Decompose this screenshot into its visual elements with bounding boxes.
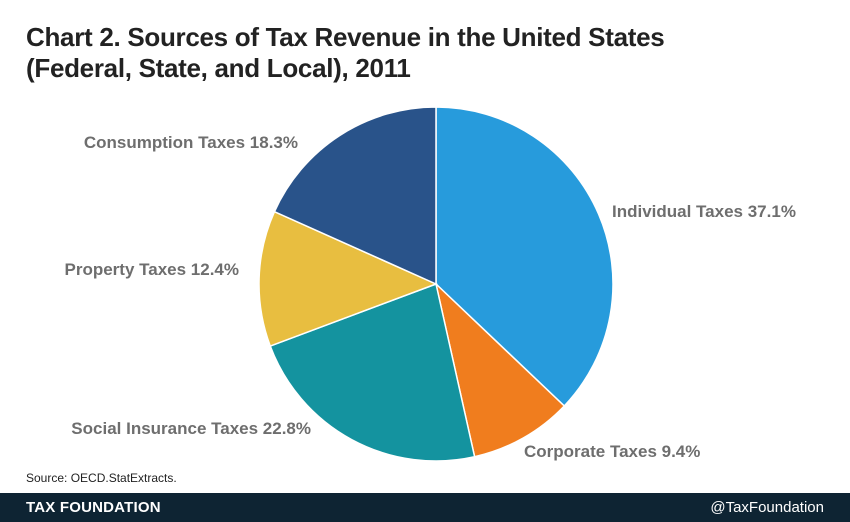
pie-slice-3: [258, 210, 438, 348]
chart-title-line-2: (Federal, State, and Local), 2011: [26, 53, 411, 83]
chart-title-line-1: Chart 2. Sources of Tax Revenue in the U…: [26, 22, 665, 52]
source-note: Source: OECD.StatExtracts.: [26, 471, 177, 485]
footer-handle: @TaxFoundation: [710, 499, 824, 516]
slice-label-2: Social Insurance Taxes 22.8%: [71, 419, 311, 438]
slice-label-4: Consumption Taxes 18.3%: [84, 133, 298, 152]
pie-slice-4: [273, 106, 437, 286]
pie-slice-1: [434, 281, 566, 458]
pie-slice-2: [269, 282, 476, 462]
slice-label-0: Individual Taxes 37.1%: [612, 202, 796, 221]
slice-label-3: Property Taxes 12.4%: [65, 260, 240, 279]
chart-title: Chart 2. Sources of Tax Revenue in the U…: [26, 22, 826, 84]
footer-brand: TAX FOUNDATION: [26, 499, 161, 516]
pie-chart: Individual Taxes 37.1% Corporate Taxes 9.…: [65, 106, 796, 462]
slice-label-1: Corporate Taxes 9.4%: [524, 442, 700, 461]
footer-bar: TAX FOUNDATION @TaxFoundation: [0, 493, 850, 522]
pie-slice-0: [435, 106, 614, 408]
